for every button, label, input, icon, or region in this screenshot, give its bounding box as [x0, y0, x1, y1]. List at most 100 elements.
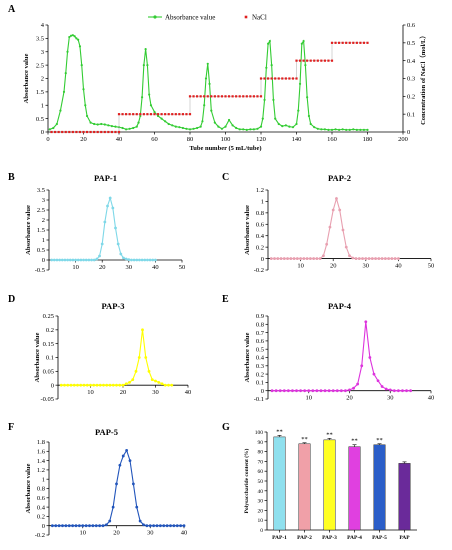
y-tick-label: 1.2	[37, 467, 45, 474]
data-point	[171, 124, 174, 127]
data-point	[77, 524, 81, 528]
data-point	[348, 41, 351, 44]
data-point	[156, 113, 160, 116]
y-tick-label: 0.25	[43, 313, 54, 320]
data-point	[175, 524, 179, 528]
data-point	[242, 128, 245, 131]
y-tick-label: 2	[41, 76, 44, 83]
data-point	[276, 257, 280, 260]
x-tick-label: PAP-5	[372, 535, 387, 541]
data-point	[118, 383, 122, 387]
data-point	[231, 124, 234, 127]
data-point	[303, 389, 307, 393]
y-right-tick-label: 0.4	[407, 58, 416, 65]
data-point	[153, 113, 156, 116]
x-tick-label: 40	[152, 264, 159, 271]
data-point	[270, 389, 274, 393]
series-absorbance-value	[48, 34, 369, 131]
data-point	[300, 42, 303, 45]
y-tick-label: -0.5	[35, 267, 45, 274]
data-point	[297, 109, 300, 112]
data-point	[348, 128, 351, 131]
data-point	[127, 258, 131, 261]
y-axis-label: Absorbance value	[34, 333, 41, 383]
x-tick-label: 40	[428, 395, 435, 402]
panel-a: A00.511.522.533.540 20 40 60 80 100 120 140 160 1…	[8, 4, 427, 152]
series-nacl	[50, 41, 369, 134]
x-tick-label: PAP-3	[322, 535, 337, 541]
y-tick-label: 3.5	[36, 36, 44, 43]
y-tick-label: 0.1	[46, 355, 54, 362]
data-point	[227, 118, 231, 122]
legend: Absorbance value NaCl	[148, 13, 267, 21]
x-tick-label: 20	[330, 263, 337, 270]
legend-label: Absorbance value	[165, 13, 215, 21]
data-point	[312, 257, 316, 260]
data-point	[249, 128, 252, 131]
data-point	[162, 524, 166, 528]
data-point	[71, 524, 75, 528]
data-point	[274, 117, 277, 120]
data-point	[57, 130, 60, 134]
data-point	[277, 122, 280, 126]
data-point	[364, 257, 368, 260]
data-point	[330, 41, 334, 44]
data-point	[121, 454, 125, 458]
data-point	[68, 130, 71, 134]
x-tick-label: PAP	[399, 535, 410, 541]
x-tick-label: 180	[363, 136, 373, 143]
data-point	[58, 258, 62, 262]
y-tick-label: 0.4	[37, 504, 46, 511]
series-line	[49, 34, 368, 131]
data-point	[267, 77, 270, 80]
data-point	[213, 95, 216, 98]
data-point	[217, 95, 220, 98]
data-point	[188, 128, 192, 131]
data-point	[144, 47, 147, 51]
data-point	[155, 524, 159, 528]
x-tick-label: 30	[147, 530, 154, 537]
y-tick-label: 80	[258, 450, 264, 456]
data-point	[74, 258, 77, 262]
data-point	[282, 257, 286, 260]
significance-label: **	[301, 436, 308, 443]
data-point	[118, 463, 122, 467]
data-point	[68, 35, 71, 39]
data-point	[148, 524, 152, 528]
data-point	[108, 519, 112, 523]
y-tick-label: 0.4	[256, 233, 265, 240]
data-point	[220, 95, 224, 98]
y-tick-label: 3.5	[37, 187, 45, 194]
data-point	[141, 328, 144, 332]
data-point	[147, 369, 151, 373]
y-tick-label: 0.6	[37, 495, 46, 502]
significance-label: **	[376, 437, 383, 444]
data-point	[245, 128, 248, 131]
data-point	[93, 130, 96, 134]
data-point	[124, 257, 128, 261]
data-point	[256, 95, 259, 98]
data-point	[164, 120, 167, 123]
x-tick-label: 40	[181, 530, 188, 537]
data-point	[199, 95, 202, 98]
x-tick-label: 140	[292, 136, 302, 143]
data-point	[256, 127, 259, 130]
y-tick-label: 0.8	[37, 486, 45, 493]
panel-e: E PAP-4 -0.100.1 0.20.30.4 0.50.60.70.8 0.9 10…	[222, 294, 434, 403]
x-tick-label: 160	[327, 136, 337, 143]
y-tick-label: 1.4	[37, 458, 46, 465]
data-point	[259, 77, 263, 80]
data-point	[282, 389, 286, 393]
panel-letter: E	[222, 294, 229, 305]
data-point	[344, 245, 348, 249]
data-point	[146, 113, 149, 116]
data-point	[261, 117, 264, 120]
panel-letter: G	[222, 422, 230, 433]
data-point	[82, 383, 86, 387]
y-axis-label: Absorbance value	[244, 205, 251, 255]
data-point	[98, 383, 102, 387]
data-point	[325, 242, 329, 246]
data-point	[153, 110, 156, 114]
y-tick-label: 3	[41, 49, 44, 56]
